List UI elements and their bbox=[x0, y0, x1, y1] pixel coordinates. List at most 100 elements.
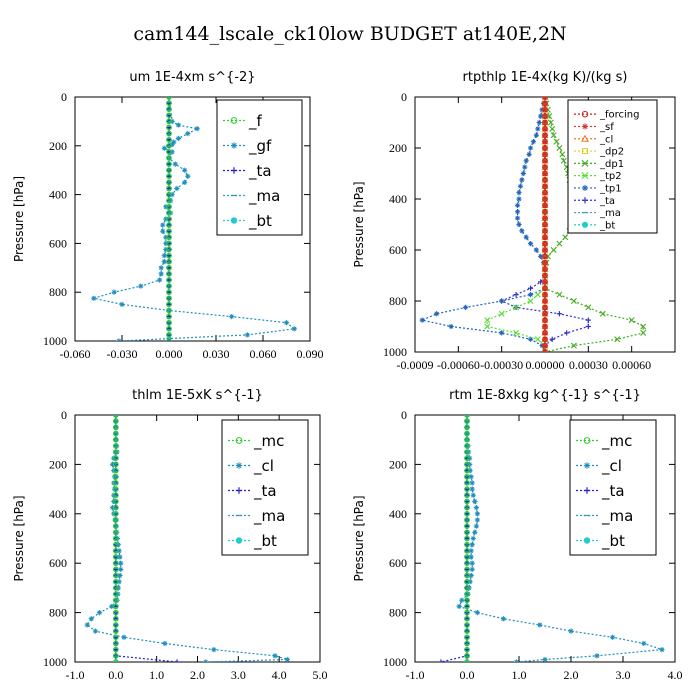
x-tick-label: 0.090 bbox=[297, 347, 324, 361]
data-point bbox=[112, 418, 119, 425]
data-point bbox=[469, 542, 475, 548]
data-point bbox=[166, 173, 172, 180]
data-point bbox=[542, 215, 548, 221]
data-point bbox=[112, 424, 119, 431]
data-point bbox=[166, 155, 172, 161]
data-point bbox=[434, 311, 440, 317]
legend: _f _gf _ta _ma _bt bbox=[216, 99, 303, 236]
legend-marker bbox=[581, 197, 589, 204]
data-point bbox=[166, 167, 172, 174]
data-point bbox=[174, 185, 180, 192]
x-tick-label: 2.0 bbox=[564, 668, 579, 682]
data-point bbox=[174, 659, 180, 662]
data-point bbox=[542, 336, 548, 343]
data-point bbox=[542, 323, 548, 330]
data-point bbox=[182, 179, 188, 185]
data-point bbox=[438, 659, 444, 662]
data-point bbox=[465, 591, 471, 597]
legend: _mc _cl _ta _ma _bt bbox=[221, 419, 309, 556]
data-point bbox=[464, 603, 470, 610]
data-point bbox=[542, 100, 548, 107]
data-point bbox=[523, 158, 529, 164]
data-point bbox=[594, 653, 600, 659]
data-point bbox=[166, 179, 172, 186]
data-point bbox=[464, 473, 470, 480]
legend-marker bbox=[581, 159, 589, 167]
data-point bbox=[542, 177, 548, 183]
data-point bbox=[112, 492, 119, 499]
data-point bbox=[474, 610, 480, 616]
data-point bbox=[570, 342, 577, 349]
data-point bbox=[112, 430, 119, 437]
data-point bbox=[291, 326, 297, 332]
data-point bbox=[163, 204, 169, 210]
data-point bbox=[112, 443, 119, 449]
data-point bbox=[112, 622, 119, 628]
data-point bbox=[467, 467, 473, 474]
legend-marker bbox=[583, 462, 591, 469]
data-point bbox=[464, 467, 470, 474]
data-point bbox=[166, 203, 172, 210]
data-point bbox=[585, 317, 591, 323]
data-point bbox=[513, 329, 520, 336]
data-point bbox=[172, 161, 178, 167]
data-point bbox=[556, 291, 563, 298]
data-point bbox=[203, 659, 209, 662]
data-point bbox=[161, 253, 167, 259]
y-tick-label: 200 bbox=[49, 139, 67, 153]
data-point bbox=[166, 264, 172, 271]
data-point bbox=[167, 198, 174, 204]
data-point bbox=[464, 541, 470, 548]
y-tick-label: 0 bbox=[401, 90, 407, 104]
series-mc bbox=[464, 415, 470, 662]
data-point bbox=[464, 566, 470, 573]
series-forcing bbox=[542, 97, 548, 352]
data-point bbox=[499, 330, 505, 336]
data-point bbox=[112, 517, 118, 523]
data-point bbox=[166, 216, 172, 222]
data-point bbox=[114, 529, 120, 535]
data-point bbox=[498, 310, 505, 317]
x-tick-label: 0.0 bbox=[108, 668, 123, 682]
legend-label: _ma bbox=[248, 187, 280, 206]
data-point bbox=[464, 628, 470, 634]
data-point bbox=[84, 622, 90, 628]
data-point bbox=[469, 560, 475, 566]
data-point bbox=[520, 170, 526, 177]
legend-label: _gf bbox=[248, 137, 272, 156]
data-point bbox=[166, 149, 172, 155]
data-point bbox=[112, 486, 118, 492]
data-point bbox=[272, 653, 278, 659]
data-point bbox=[112, 449, 119, 455]
data-point bbox=[114, 597, 120, 603]
data-point bbox=[459, 597, 465, 603]
data-point bbox=[542, 349, 548, 352]
data-point bbox=[166, 319, 172, 326]
y-tick-label: 600 bbox=[389, 243, 407, 257]
data-point bbox=[542, 317, 548, 323]
data-point bbox=[96, 610, 103, 616]
data-point bbox=[527, 298, 534, 304]
legend-marker bbox=[582, 148, 588, 155]
series-line bbox=[458, 415, 663, 662]
data-point bbox=[467, 579, 473, 585]
data-point bbox=[513, 659, 519, 662]
data-point bbox=[522, 164, 528, 170]
data-point bbox=[464, 461, 470, 468]
y-tick-label: 400 bbox=[389, 507, 407, 521]
data-point bbox=[166, 325, 172, 332]
data-point bbox=[112, 566, 119, 573]
y-tick-label: 200 bbox=[389, 141, 407, 155]
data-point bbox=[112, 510, 119, 517]
data-point bbox=[448, 323, 454, 330]
x-tick-label: -0.00060 bbox=[437, 358, 480, 372]
y-axis-label: Pressure [hPa] bbox=[12, 495, 26, 581]
data-point bbox=[283, 320, 290, 326]
data-point bbox=[118, 566, 124, 572]
data-point bbox=[118, 560, 124, 566]
series-cl bbox=[456, 415, 665, 662]
data-point bbox=[169, 141, 175, 148]
data-point bbox=[112, 572, 119, 579]
y-tick-label: 1000 bbox=[43, 655, 67, 669]
data-point bbox=[112, 634, 119, 641]
